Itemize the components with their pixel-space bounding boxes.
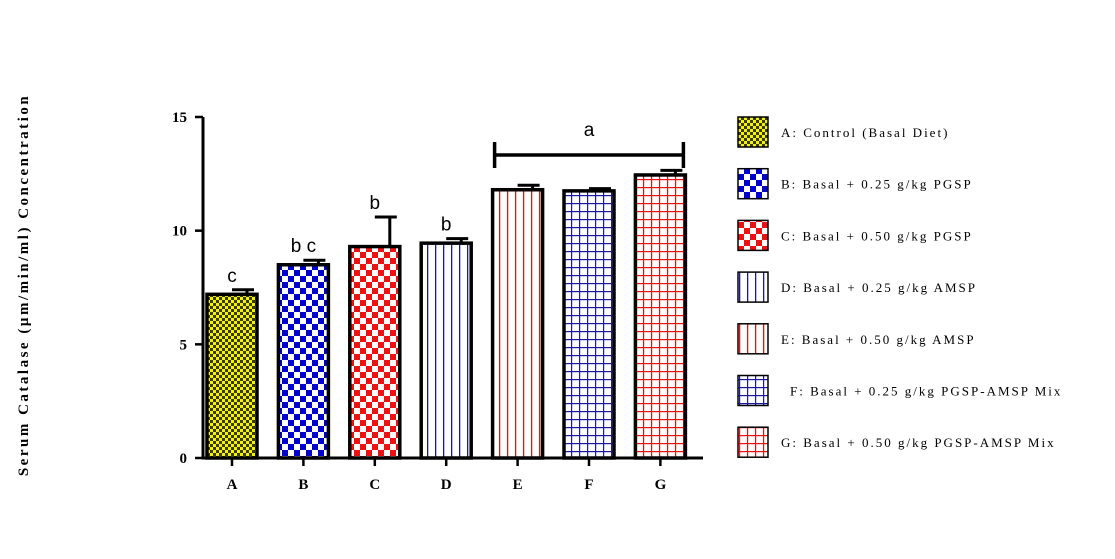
legend-swatch [737,323,769,355]
y-tick-label: 10 [172,224,187,240]
bars: c b c b b [205,168,688,460]
legend-swatch [737,426,769,458]
y-tick-label: 0 [180,451,188,467]
legend-swatch [737,219,769,252]
significance-label: b c [291,236,316,257]
legend-label: D: Basal + 0.25 g/kg AMSP [781,280,977,295]
significance-label: b [370,193,381,214]
y-ticks: 0 5 10 15 [172,110,203,467]
y-tick-label: 5 [180,337,188,353]
x-tick-label: F [584,477,593,493]
bar-d [419,241,473,460]
x-ticks: A B C D E F G [227,458,667,493]
bar-a [205,292,259,460]
legend-swatch [737,271,769,303]
bar-c [348,244,402,460]
x-tick-label: A [227,477,238,493]
bar-g [633,173,688,460]
significance-label: b [441,215,452,236]
bar-e [490,187,545,460]
legend-swatch [737,374,769,407]
x-tick-label: C [369,477,380,493]
group-annotation: a [492,120,686,168]
legend-label: G: Basal + 0.50 g/kg PGSP-AMSP Mix [781,435,1056,450]
legend-label: A: Control (Basal Diet) [781,125,949,140]
legend-label: B: Basal + 0.25 g/kg PGSP [781,177,973,192]
legend-label: E: Basal + 0.50 g/kg AMSP [781,332,976,347]
legend-swatch [737,167,769,200]
significance-label: c [227,266,237,287]
y-axis-label: Serum Catalase (µm/min/ml) Concentration [16,94,32,476]
group-bracket-label: a [584,120,595,141]
x-tick-label: D [441,477,452,493]
y-tick-label: 15 [172,110,187,126]
x-tick-label: E [513,477,523,493]
bar-f [562,189,616,460]
legend-label: C: Basal + 0.50 g/kg PGSP [781,228,973,243]
legend: A: Control (Basal Diet) B: Basal + 0.25 g… [737,116,1062,458]
x-tick-label: G [655,477,667,493]
legend-swatch [737,116,769,148]
bar-b [276,263,331,460]
legend-label: F: Basal + 0.25 g/kg PGSP-AMSP Mix [790,384,1062,399]
x-tick-label: B [298,477,308,493]
